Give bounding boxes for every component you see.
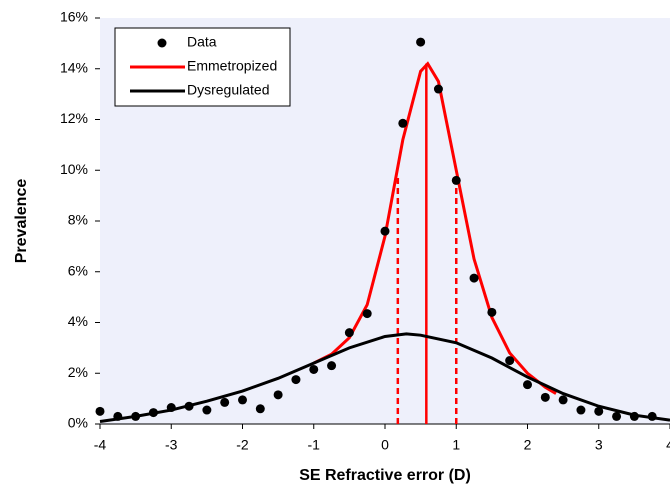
y-tick-label: 6% — [68, 262, 88, 278]
x-tick-label: 3 — [595, 437, 603, 453]
data-point — [131, 411, 141, 421]
data-point — [220, 397, 230, 407]
data-point — [451, 175, 461, 185]
data-point — [523, 380, 532, 390]
x-tick-label: -4 — [94, 437, 107, 453]
data-point — [380, 226, 390, 236]
curve — [313, 61, 557, 395]
data-point — [505, 356, 515, 366]
x-tick-label: -1 — [308, 437, 321, 453]
data-point — [487, 307, 497, 317]
y-tick-label: 12% — [60, 110, 88, 126]
data-point — [291, 375, 301, 385]
data-point — [95, 406, 105, 416]
data-point — [629, 411, 639, 421]
data-point — [576, 405, 586, 415]
data-point — [238, 395, 247, 405]
legend-marker — [157, 38, 167, 48]
y-tick-label: 16% — [60, 9, 88, 25]
y-axis-title: Prevalence — [13, 179, 30, 264]
legend-label: Dysregulated — [187, 82, 270, 98]
data-point — [184, 401, 194, 411]
data-point — [309, 364, 319, 374]
x-tick-label: 2 — [524, 437, 532, 453]
y-tick-label: 4% — [68, 313, 88, 329]
y-tick-label: 0% — [68, 415, 88, 431]
data-point — [398, 118, 408, 128]
x-tick-label: -3 — [165, 437, 178, 453]
legend-label: Data — [187, 34, 217, 50]
data-point — [202, 405, 212, 415]
x-tick-label: 4 — [666, 437, 670, 453]
data-point — [148, 408, 158, 418]
y-tick-label: 10% — [60, 161, 88, 177]
legend-label: Emmetropized — [187, 58, 277, 74]
data-point — [113, 411, 123, 421]
x-tick-label: 1 — [452, 437, 460, 453]
data-point — [647, 411, 657, 421]
data-point — [344, 328, 354, 338]
curve — [99, 332, 670, 423]
y-tick-label: 2% — [68, 364, 88, 380]
data-point — [327, 361, 337, 371]
data-point — [558, 395, 568, 405]
y-tick-label: 14% — [60, 59, 88, 75]
data-point — [594, 406, 604, 416]
data-point — [416, 37, 426, 47]
x-tick-label: -2 — [236, 437, 249, 453]
data-point — [255, 404, 265, 414]
y-tick-label: 8% — [68, 212, 88, 228]
data-point — [612, 411, 622, 421]
x-tick-label: 0 — [381, 437, 389, 453]
data-point — [433, 84, 443, 94]
data-point — [166, 403, 176, 413]
data-point — [469, 273, 479, 283]
data-point — [540, 392, 550, 402]
data-point — [362, 309, 372, 319]
x-axis-title: SE Refractive error (D) — [299, 467, 471, 484]
data-point — [273, 390, 283, 400]
